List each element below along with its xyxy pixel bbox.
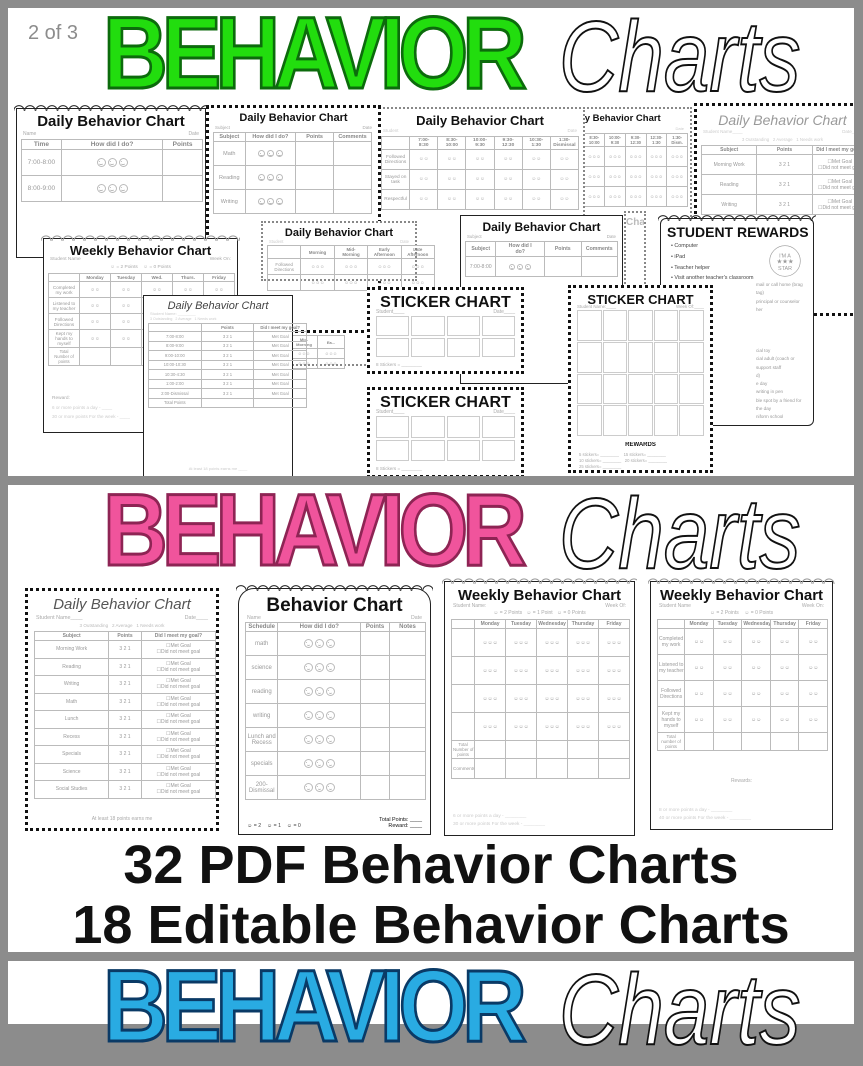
svg-text:STAR: STAR <box>778 266 792 272</box>
svg-text:★★★: ★★★ <box>777 259 794 266</box>
